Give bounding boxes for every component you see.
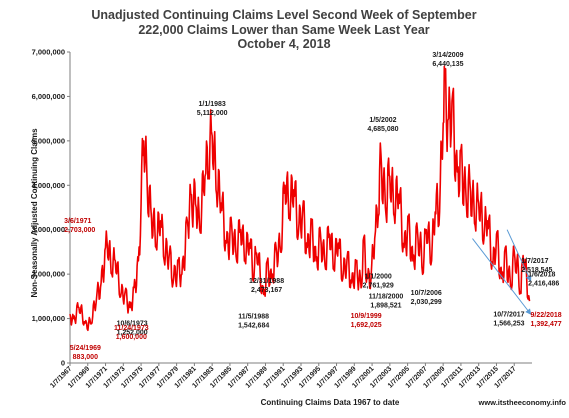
- annotation-value: 1,600,000: [116, 334, 147, 341]
- annotation-value: 1,542,684: [238, 322, 269, 329]
- chart-title-line-3: October 4, 2018: [237, 37, 330, 51]
- source-credit: www.itstheeconomy.info: [477, 398, 566, 407]
- annotation-date: 5/24/1969: [70, 345, 101, 352]
- annotation-value: 1,898,521: [370, 303, 401, 310]
- y-tick-label: 6,000,000: [32, 92, 65, 101]
- annotation-date: 10/7/2006: [411, 290, 442, 297]
- annotation-date: 3/6/1971: [64, 218, 91, 225]
- y-tick-label: 4,000,000: [32, 181, 65, 190]
- data-annotations: 5/24/1969 883,000 3/6/1971 2,703,000 10/6/19…: [64, 52, 562, 361]
- annotation-value: 1,692,025: [351, 322, 382, 329]
- annotation-date: 11/18/2000: [369, 294, 404, 301]
- annotation-date: 1/6/2018: [528, 272, 555, 279]
- y-tick-label: 2,000,000: [32, 270, 65, 279]
- trend-line-1: [506, 229, 532, 282]
- annotation-date: 1/1/1983: [199, 101, 226, 108]
- annotation-date: 12/31/1988: [249, 278, 284, 285]
- y-axis-title: Non-Seasonally Adjusted Continuing Claim…: [30, 128, 39, 298]
- annotation-value: 2,761,929: [363, 282, 394, 289]
- y-tick-label: 5,000,000: [32, 136, 65, 145]
- annotation-value: 2,473,167: [251, 287, 282, 294]
- series-layer: [69, 65, 531, 332]
- y-tick-label: 7,000,000: [32, 48, 65, 57]
- y-tick-label: 0: [61, 359, 65, 368]
- annotation-date: 10/6/1973: [117, 320, 148, 327]
- chart-title-line-1: Unadjusted Continuing Claims Level Secon…: [91, 8, 476, 22]
- annotation-value: 1,566,253: [493, 320, 524, 327]
- trend-lines: [472, 229, 532, 315]
- annotation-value: 6,440,135: [432, 61, 463, 68]
- annotation-value: 1,392,477: [531, 321, 562, 328]
- y-tick-label: 1,000,000: [32, 314, 65, 323]
- annotation-date: 1/1/2000: [365, 273, 392, 280]
- annotation-value: 1,252,000: [117, 329, 148, 336]
- annotation-date: 11/5/1988: [238, 313, 269, 320]
- annotation-value: 4,685,080: [367, 126, 398, 133]
- annotation-value: 2,416,486: [528, 281, 559, 288]
- annotation-date: 10/9/1999: [351, 313, 382, 320]
- annotation-date: 10/7/2017: [493, 311, 524, 318]
- annotation-date: 1/7/2017: [521, 258, 548, 265]
- annotation-date: 11/24/1973: [114, 325, 149, 332]
- annotation-date: 3/14/2009: [432, 52, 463, 59]
- trend-line-0: [472, 238, 532, 315]
- annotation-value: 2,518,545: [521, 267, 552, 274]
- x-axis-title: Continuing Claims Data 1967 to date: [261, 398, 400, 407]
- y-tick-labels: 0 1,000,000 2,000,000 3,000,000 4,000,000 5,0…: [32, 48, 70, 368]
- annotation-date: 1/5/2002: [369, 117, 396, 124]
- annotation-value: 2,030,299: [411, 299, 442, 306]
- annotation-date: 9/22/2018: [531, 312, 562, 319]
- annotation-value: 2,703,000: [64, 227, 95, 234]
- y-tick-label: 3,000,000: [32, 225, 65, 234]
- annotation-value: 5,112,000: [197, 110, 228, 117]
- annotation-value: 883,000: [73, 354, 98, 361]
- chart-title-line-2: 222,000 Claims Lower than Same Week Last…: [138, 23, 429, 37]
- series-line-0: [69, 65, 531, 332]
